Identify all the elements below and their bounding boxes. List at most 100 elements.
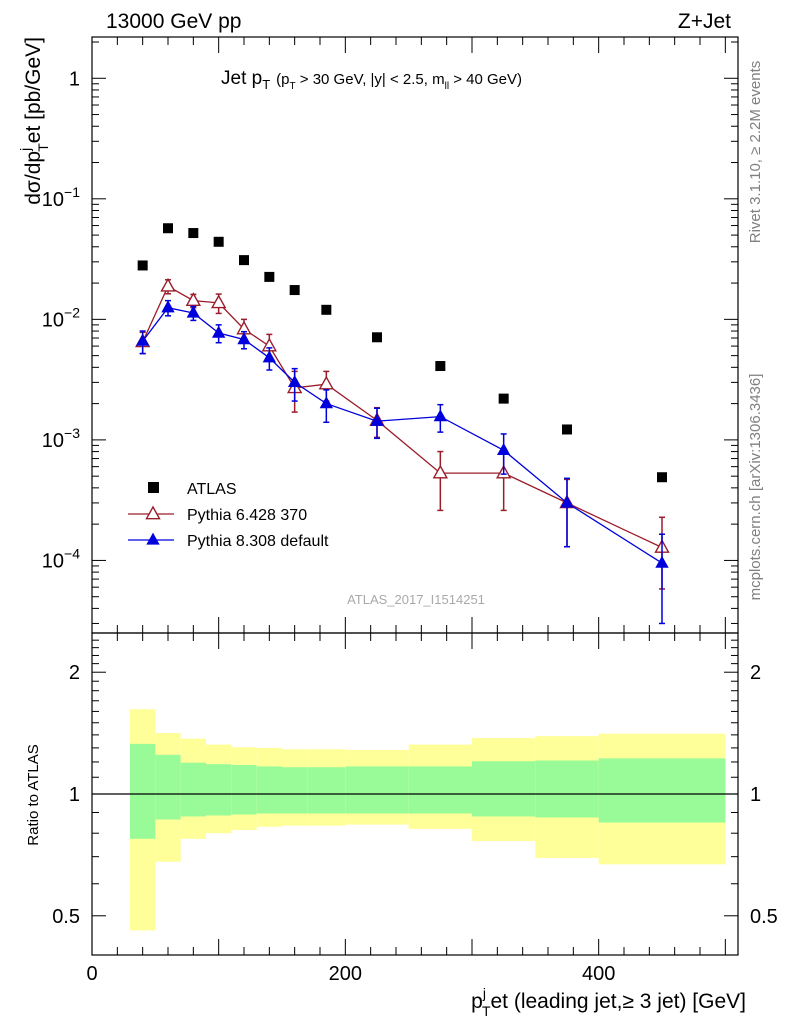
pythia8-point — [370, 413, 384, 426]
y-axis-label-p1: dσ/dp — [22, 151, 45, 205]
legend-marker-pythia8 — [146, 532, 160, 545]
main-ytick-label: 1 — [69, 68, 80, 90]
ratio-axis-label: Ratio to ATLAS — [25, 744, 42, 845]
x-axis-label: pj Tet (leading jet,≥ 3 jet) [GeV] — [471, 985, 746, 1019]
pythia8-point — [655, 555, 669, 568]
main-ytick-base: 1 — [69, 68, 80, 90]
ratio-band-inner — [130, 743, 156, 839]
ratio-band-inner — [256, 766, 282, 814]
ratio-band-inner — [155, 754, 181, 820]
pythia8-point — [161, 300, 175, 313]
main-ytick-label: 10−2 — [42, 304, 80, 331]
pythia8-point — [496, 442, 511, 455]
ratio-band-inner — [472, 761, 536, 817]
pythia6-point — [318, 375, 335, 390]
pythia6-point — [432, 464, 449, 479]
main-ytick-base: 10 — [42, 430, 64, 452]
main-ytick-label: 10−3 — [42, 425, 80, 452]
ratio-band-inner — [535, 760, 599, 818]
series-layer — [134, 223, 670, 625]
x-axis-label-sub: T — [482, 1003, 491, 1019]
atlas-point — [657, 472, 667, 483]
y-axis-label: dσ/dpj Tet [pb/GeV] — [17, 37, 51, 205]
ratio-ytick-label-right: 1 — [750, 784, 761, 806]
plot-title: Jet pT (pT > 30 GeV, |y| < 2.5, mll > 40 … — [221, 68, 522, 92]
y-axis-label-p2: et [pb/GeV] — [22, 37, 45, 143]
main-ytick-base: 10 — [42, 550, 64, 572]
ratio-ytick-label-right: 0.5 — [750, 906, 778, 928]
xtick-label: 0 — [86, 963, 97, 985]
legend-label: Pythia 6.428 370 — [187, 507, 307, 524]
y-axis-label-sub: T — [35, 143, 51, 152]
ratio-band-inner — [598, 758, 726, 823]
plot-title-main: Jet p — [221, 68, 262, 89]
plot-title-cuts-2-sub: ll — [445, 81, 449, 92]
atlas-point — [239, 255, 249, 266]
atlas-point — [562, 424, 572, 435]
pythia6-point — [160, 277, 176, 292]
axis-ticks — [91, 37, 738, 956]
pythia8-point — [237, 332, 251, 345]
atlas-point — [188, 228, 199, 239]
atlas-point — [163, 223, 173, 234]
pythia8-point — [433, 409, 448, 422]
plot-title-cuts-1-sub: T — [290, 81, 296, 92]
atlas-point — [137, 260, 148, 271]
atlas-point — [213, 236, 224, 247]
analysis-watermark: ATLAS_2017_I1514251 — [347, 592, 485, 607]
xtick-label: 200 — [329, 963, 362, 985]
main-ytick-base: 10 — [42, 309, 64, 331]
legend-marker-atlas — [148, 482, 159, 493]
atlas-point — [264, 271, 275, 282]
main-ytick-exponent: −3 — [64, 425, 80, 441]
ratio-band-inner — [231, 764, 257, 815]
main-ytick-label: 10−4 — [42, 545, 80, 572]
ratio-band-inner — [206, 764, 232, 816]
main-ytick-base: 10 — [42, 189, 64, 211]
plot-title-cuts-3: > 40 GeV) — [449, 71, 522, 88]
plot-title-main-sub: T — [262, 77, 270, 92]
ratio-band-inner — [282, 767, 308, 814]
plot-title-cuts-1: (p — [276, 71, 289, 88]
ratio-ytick-label-left: 2 — [69, 662, 80, 684]
header-left: 13000 GeV pp — [106, 10, 241, 33]
ratio-ytick-label-left: 0.5 — [52, 906, 80, 928]
atlas-point — [435, 361, 446, 372]
ratio-ytick-label-left: 1 — [69, 784, 80, 806]
ratio-band-inner — [180, 762, 206, 817]
y-axis-label-sup: j — [17, 148, 33, 152]
pythia6-point — [185, 292, 202, 307]
ratio-band-inner — [408, 766, 472, 814]
pythia8-point — [319, 396, 334, 409]
pythia8-point — [287, 374, 302, 388]
plot-title-cuts-2: > 30 GeV, |y| < 2.5, m — [296, 71, 445, 88]
legend-label: ATLAS — [187, 481, 237, 498]
atlas-point — [289, 285, 300, 296]
main-ytick-label: 10−1 — [42, 184, 80, 211]
atlas-point — [498, 393, 509, 404]
ratio-bands — [130, 709, 726, 931]
rivet-label: Rivet 3.1.10, ≥ 2.2M events — [747, 61, 764, 244]
header-right: Z+Jet — [678, 10, 731, 33]
legend-marker-pythia6 — [145, 505, 161, 520]
atlas-point — [321, 304, 332, 315]
series-0 — [137, 223, 667, 483]
ratio-band-inner — [345, 766, 409, 814]
tick-labels: 110−110−210−310−42 21 10.5 0.50 200 400 — [42, 68, 778, 985]
mcplots-label: mcplots.cern.ch [arXiv:1306.3436] — [747, 374, 764, 601]
x-axis-label-sup: j — [482, 985, 486, 1001]
main-ytick-exponent: −1 — [64, 184, 80, 200]
pythia6-point — [210, 294, 227, 309]
ratio-ytick-label-right: 2 — [750, 662, 761, 684]
pythia8-point — [186, 305, 201, 318]
legend-label: Pythia 8.308 default — [187, 533, 329, 550]
pythia8-point — [262, 350, 277, 363]
pythia8-point — [560, 495, 574, 508]
pythia8-point — [211, 325, 226, 338]
main-ytick-exponent: −4 — [64, 545, 80, 561]
main-ytick-exponent: −2 — [64, 304, 80, 320]
x-axis-label-p1: p — [471, 990, 483, 1013]
x-axis-label-p2: et (leading jet,≥ 3 jet) [GeV] — [491, 990, 747, 1013]
legend: ATLAS Pythia 6.428 370 Pythia 8.308 defaul… — [128, 481, 329, 550]
